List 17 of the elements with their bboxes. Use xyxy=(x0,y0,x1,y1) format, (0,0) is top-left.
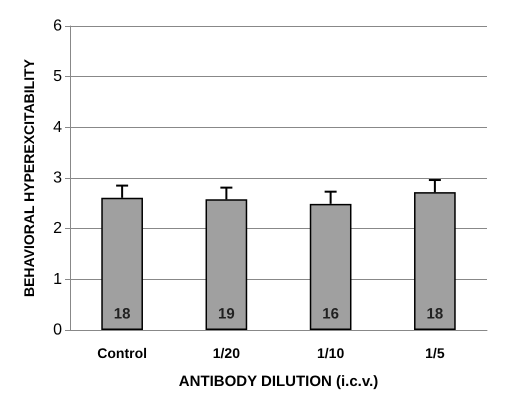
annotation: 18 xyxy=(114,306,130,322)
x-tick-label: Control xyxy=(97,345,148,361)
y-tick-label: 4 xyxy=(53,118,62,136)
y-axis-title: BEHAVIORAL HYPEREXCITABILITY xyxy=(21,58,37,298)
y-tick-label: 6 xyxy=(53,18,62,34)
y-tick-label: 3 xyxy=(53,170,62,186)
annotation: 19 xyxy=(218,306,235,322)
x-tick-label: 1/20 xyxy=(212,345,240,361)
y-tick-label: 2 xyxy=(53,220,62,238)
x-tick-label: 1/10 xyxy=(317,345,344,361)
x-axis-title: ANTIBODY DILUTION (i.c.v.) xyxy=(178,373,378,390)
y-tick-label: 0 xyxy=(53,322,62,338)
y-tick-label: 5 xyxy=(53,68,62,86)
annotation: 18 xyxy=(426,306,444,322)
x-tick-label: 1/5 xyxy=(425,345,445,361)
y-tick-label: 1 xyxy=(53,270,62,288)
annotation: 16 xyxy=(322,306,339,322)
